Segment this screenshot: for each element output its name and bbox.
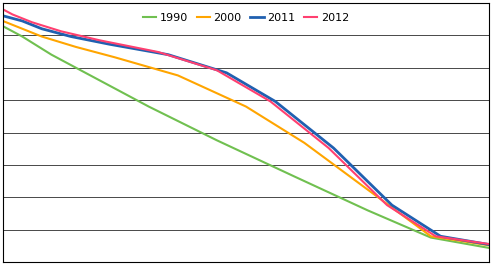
2000 [365, 188, 370, 191]
2011 [437, 235, 443, 238]
1990 [428, 236, 434, 239]
2011 [223, 71, 229, 74]
2011 [19, 19, 25, 23]
1990 [214, 139, 220, 142]
2012 [326, 147, 332, 150]
2012 [155, 50, 161, 54]
2011 [389, 204, 395, 207]
2011 [165, 53, 171, 56]
2012 [0, 8, 6, 11]
1990 [146, 105, 152, 108]
2011 [68, 35, 74, 38]
2012 [9, 13, 15, 16]
1990 [88, 74, 93, 77]
2012 [58, 30, 64, 33]
2012 [384, 204, 390, 207]
2011 [107, 43, 113, 46]
1990 [0, 25, 6, 28]
2000 [112, 56, 118, 59]
1990 [49, 53, 55, 56]
2000 [19, 27, 25, 30]
2000 [428, 235, 434, 238]
2012 [97, 39, 103, 42]
Legend: 1990, 2000, 2011, 2012: 1990, 2000, 2011, 2012 [139, 8, 353, 27]
2000 [486, 244, 492, 247]
1990 [19, 35, 25, 38]
2012 [486, 242, 492, 246]
2011 [39, 27, 45, 30]
2012 [214, 69, 220, 72]
2000 [0, 19, 6, 23]
2000 [243, 105, 249, 108]
2012 [29, 21, 35, 24]
Line: 2000: 2000 [3, 21, 489, 245]
Line: 2012: 2012 [3, 9, 489, 244]
2012 [433, 235, 439, 238]
2011 [272, 100, 278, 103]
Line: 2011: 2011 [3, 16, 489, 245]
2011 [486, 243, 492, 246]
1990 [486, 246, 492, 250]
2012 [267, 100, 273, 103]
2000 [175, 74, 181, 77]
2011 [331, 147, 337, 150]
2000 [39, 35, 45, 38]
Line: 1990: 1990 [3, 26, 489, 248]
2000 [302, 141, 308, 144]
2011 [0, 14, 6, 17]
2000 [73, 45, 79, 48]
1990 [292, 175, 298, 178]
1990 [365, 209, 370, 212]
